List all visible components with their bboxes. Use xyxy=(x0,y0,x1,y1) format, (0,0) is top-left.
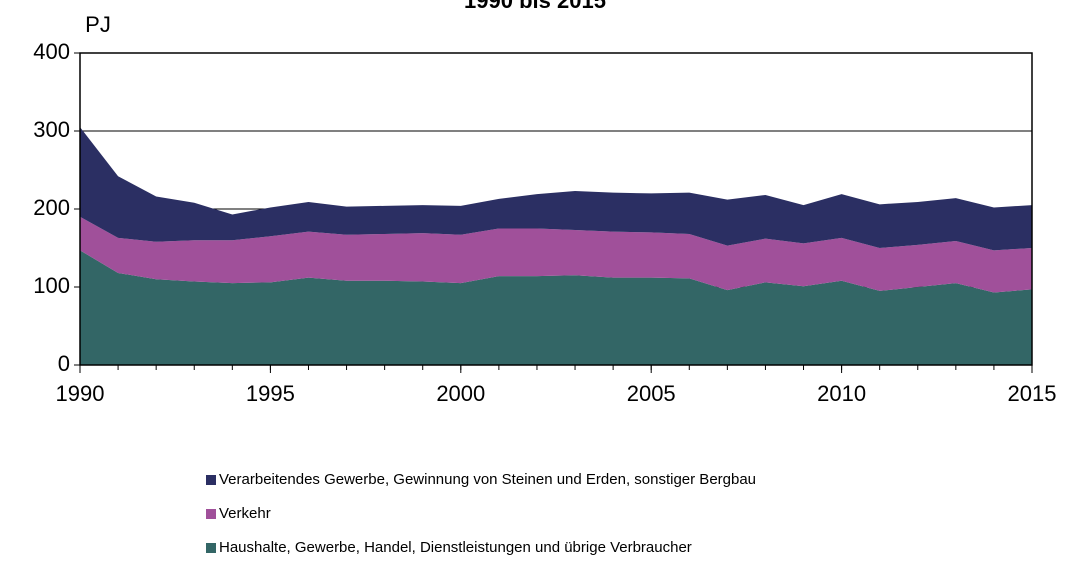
legend-label: Haushalte, Gewerbe, Handel, Dienstleistu… xyxy=(219,539,692,556)
y-tick-label: 300 xyxy=(33,117,70,142)
legend-label: Verarbeitendes Gewerbe, Gewinnung von St… xyxy=(219,471,756,488)
x-tick-label: 2005 xyxy=(627,381,676,406)
chart-title: 1990 bis 2015 xyxy=(464,0,606,13)
legend-swatch xyxy=(206,475,216,485)
y-tick-label: 200 xyxy=(33,195,70,220)
y-tick-label: 0 xyxy=(58,351,70,376)
legend-label: Verkehr xyxy=(219,505,271,522)
x-tick-label: 1990 xyxy=(56,381,105,406)
x-tick-label: 2015 xyxy=(1008,381,1057,406)
y-axis-label: PJ xyxy=(85,12,111,37)
area xyxy=(80,127,1032,251)
y-tick-label: 400 xyxy=(33,39,70,64)
area xyxy=(80,216,1032,293)
legend-swatch xyxy=(206,509,216,519)
legend-swatch xyxy=(206,543,216,553)
y-tick-label: 100 xyxy=(33,273,70,298)
plot-frame xyxy=(79,52,1033,366)
x-tick-label: 2000 xyxy=(436,381,485,406)
x-tick-label: 1995 xyxy=(246,381,295,406)
x-tick-label: 2010 xyxy=(817,381,866,406)
area xyxy=(80,250,1032,365)
